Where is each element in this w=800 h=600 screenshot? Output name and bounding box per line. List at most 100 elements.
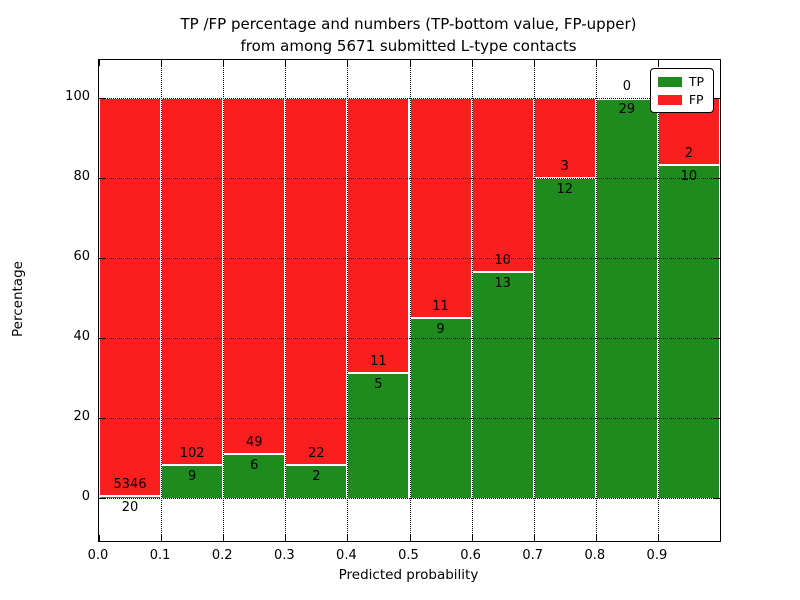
x-axis-tick [99, 535, 100, 541]
fp-count-label: 11 [370, 354, 387, 369]
x-axis-tick [161, 535, 163, 541]
gridline-v [595, 60, 597, 541]
gridline-h [99, 497, 720, 499]
bar-fp-0.6 [471, 98, 534, 273]
bar-tp-0.0 [99, 496, 162, 498]
x-axis-tick [409, 535, 411, 541]
bar-fp-0.4 [347, 98, 410, 373]
x-axis-tick [720, 60, 721, 66]
x-axis-tick [99, 60, 100, 66]
x-axis-tick [285, 60, 287, 66]
tp-count-label: 9 [436, 322, 445, 338]
x-tick-label: 0.3 [273, 548, 295, 563]
x-axis-tick [657, 535, 659, 541]
tp-count-label: 13 [494, 276, 511, 292]
legend: TP FP [649, 68, 714, 113]
y-tick-label: 80 [73, 169, 90, 185]
x-tick-label: 0.2 [211, 548, 233, 563]
gridline-v [409, 60, 411, 541]
gridline-h [99, 178, 720, 180]
bar-fp-0.7 [533, 98, 596, 179]
bar-fp-0.2 [223, 98, 286, 455]
x-tick-label: 0.1 [149, 548, 171, 563]
tp-count-label: 9 [188, 469, 197, 485]
y-tick-label: 100 [65, 89, 90, 105]
y-axis-tick [99, 417, 105, 419]
x-tick-label: 0.4 [336, 548, 357, 563]
tp-count-label: 29 [618, 102, 636, 118]
x-axis-tick [161, 60, 163, 66]
y-axis-tick [714, 338, 720, 340]
bar-fp-0.5 [409, 98, 472, 319]
x-axis-tick [533, 60, 535, 66]
tp-count-label: 5 [374, 377, 383, 392]
gridline-h [99, 338, 720, 340]
y-axis-tick [99, 497, 105, 499]
y-axis-tick [714, 98, 720, 100]
fp-count-label: 2 [684, 145, 694, 161]
legend-label-tp: TP [688, 74, 704, 89]
y-axis-tick [99, 178, 105, 180]
bar-tp-0.9 [657, 164, 720, 498]
fp-count-label: 11 [432, 299, 449, 315]
bar-tp-0.2 [223, 454, 286, 498]
fp-count-label: 3 [560, 159, 569, 175]
y-axis-tick [99, 258, 105, 260]
x-axis-label: Predicted probability [338, 567, 479, 583]
tp-count-label: 12 [556, 182, 574, 198]
gridline-v [347, 60, 349, 541]
x-axis-tick [471, 535, 473, 541]
legend-swatch-fp [657, 94, 682, 105]
gridline-v [533, 60, 535, 541]
y-tick-label: 0 [81, 488, 90, 504]
tp-count-label: 20 [121, 500, 139, 516]
x-tick-label: 0.9 [646, 548, 668, 563]
bar-fp-0.0 [99, 98, 162, 497]
x-axis-tick [533, 535, 535, 541]
x-tick-label: 0.6 [460, 548, 481, 563]
fp-count-label: 5346 [113, 477, 147, 493]
plot-area: 5346 20 102 9 49 6 22 2 11 5 11 9 10 13 3 12 0 29 2 10 TP F… [98, 59, 721, 542]
x-tick-label: 0.7 [522, 548, 544, 563]
legend-label-fp: FP [688, 92, 704, 107]
x-axis-tick [347, 60, 349, 66]
fp-count-label: 49 [245, 435, 263, 451]
y-tick-label: 20 [73, 408, 90, 424]
tp-count-label: 10 [680, 168, 698, 184]
y-axis-tick [714, 178, 720, 180]
x-axis-tick [595, 535, 597, 541]
bar-tp-0.4 [347, 373, 410, 498]
bar-tp-0.6 [471, 272, 534, 498]
y-axis-tick [714, 258, 720, 260]
x-axis-tick [720, 535, 721, 541]
gridline-h [99, 98, 720, 100]
chart-title: TP /FP percentage and numbers (TP-bottom… [98, 13, 719, 57]
y-axis-tick [714, 497, 720, 499]
legend-item-tp: TP [657, 74, 704, 89]
bar-fp-0.1 [161, 98, 224, 466]
y-tick-label: 40 [73, 329, 90, 345]
x-axis-tick [223, 535, 225, 541]
x-axis-tick [223, 60, 225, 66]
gridline-h [99, 417, 720, 419]
x-axis-tick [409, 60, 411, 66]
x-tick-label: 0.0 [87, 548, 109, 563]
y-axis-label: Percentage [10, 261, 26, 337]
fp-count-label: 102 [179, 446, 205, 462]
legend-item-fp: FP [657, 92, 704, 107]
gridline-v [161, 60, 163, 541]
bar-tp-0.5 [409, 318, 472, 498]
bar-tp-0.8 [595, 98, 658, 498]
gridline-v [285, 60, 287, 541]
y-axis-tick [99, 98, 105, 100]
x-tick-label: 0.8 [584, 548, 606, 563]
x-axis-tick [347, 535, 349, 541]
y-axis-tick [714, 417, 720, 419]
gridline-h [99, 258, 720, 260]
chart-title-line1: TP /FP percentage and numbers (TP-bottom… [180, 15, 637, 33]
bar-tp-0.1 [161, 465, 224, 498]
fp-count-label: 10 [494, 253, 511, 269]
x-tick-label: 0.5 [398, 548, 419, 563]
x-axis-tick [595, 60, 597, 66]
